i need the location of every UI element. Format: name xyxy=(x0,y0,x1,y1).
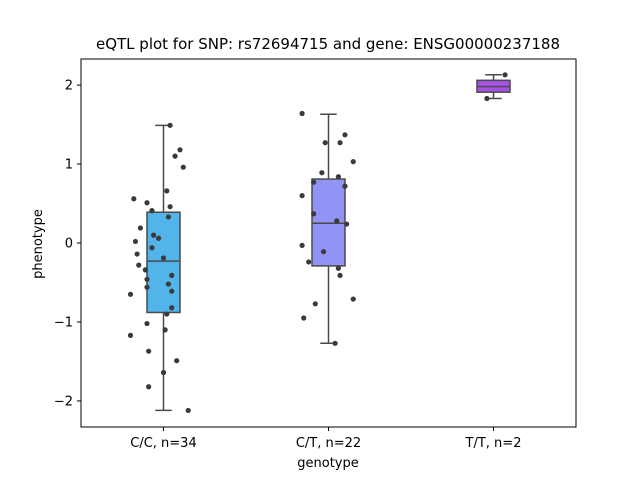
data-point xyxy=(155,235,162,241)
x-tick-label: C/C, n=34 xyxy=(130,436,196,451)
data-point xyxy=(164,311,170,317)
data-point xyxy=(169,272,175,278)
data-point xyxy=(299,242,305,248)
data-point xyxy=(185,407,191,414)
data-point xyxy=(144,320,150,327)
data-point xyxy=(332,340,338,346)
data-point xyxy=(335,265,341,271)
data-point xyxy=(144,276,150,282)
data-point xyxy=(134,251,140,257)
data-point xyxy=(350,296,356,302)
box-iqr xyxy=(146,211,181,314)
data-point xyxy=(169,305,175,311)
data-point xyxy=(137,225,143,231)
y-tick-label: −2 xyxy=(54,394,73,409)
data-point xyxy=(174,358,180,364)
data-point xyxy=(342,183,348,189)
y-tick-label: 0 xyxy=(65,237,73,252)
data-point xyxy=(172,153,178,159)
data-point xyxy=(311,211,317,217)
data-point xyxy=(162,327,168,333)
data-point xyxy=(131,196,137,202)
y-tick-label: 1 xyxy=(65,158,73,173)
data-point xyxy=(142,267,148,273)
data-point xyxy=(335,174,341,180)
data-point xyxy=(127,332,134,338)
data-point xyxy=(164,188,170,194)
data-point xyxy=(484,95,490,102)
x-tick-label: T/T, n=2 xyxy=(465,436,522,451)
data-point xyxy=(301,315,307,321)
y-axis-title: phenotype xyxy=(31,209,46,279)
data-point xyxy=(149,245,155,251)
axes-frame xyxy=(80,58,577,428)
y-tick-label: −1 xyxy=(54,315,73,330)
data-point xyxy=(165,281,172,287)
data-point xyxy=(127,291,134,297)
x-tick-label: C/T, n=22 xyxy=(296,436,361,451)
data-point xyxy=(151,232,157,238)
data-point xyxy=(160,369,167,376)
y-tick-label: 2 xyxy=(65,79,73,94)
data-point xyxy=(334,218,340,224)
data-point xyxy=(344,221,350,227)
data-point xyxy=(165,214,172,220)
plot-area: −2 −1 0 1 2 C/C, n=34 C/T, n=22 T/T, n=2 xyxy=(54,58,577,451)
data-point xyxy=(337,272,343,278)
data-point xyxy=(167,204,173,210)
data-point xyxy=(146,384,152,390)
data-point xyxy=(144,284,150,290)
data-point xyxy=(299,193,305,199)
data-point xyxy=(299,110,305,117)
data-point xyxy=(350,159,356,165)
data-point xyxy=(149,208,155,214)
data-point xyxy=(322,140,328,146)
data-point xyxy=(311,179,317,185)
data-point xyxy=(132,238,139,245)
data-point xyxy=(337,140,343,146)
data-point xyxy=(320,249,327,255)
data-point xyxy=(306,259,312,265)
data-point xyxy=(342,132,348,138)
data-point xyxy=(146,348,152,354)
chart-title: eQTL plot for SNP: rs72694715 and gene: … xyxy=(96,35,560,53)
x-axis-title: genotype xyxy=(297,456,358,471)
data-point xyxy=(177,147,183,153)
data-point xyxy=(312,301,318,307)
data-point xyxy=(180,164,186,170)
data-point xyxy=(136,262,142,268)
data-point xyxy=(144,200,150,206)
data-point xyxy=(502,72,508,78)
box-iqr xyxy=(311,178,346,267)
data-point xyxy=(160,255,167,261)
data-point xyxy=(167,122,173,128)
data-point xyxy=(169,288,175,294)
data-point xyxy=(319,170,325,176)
